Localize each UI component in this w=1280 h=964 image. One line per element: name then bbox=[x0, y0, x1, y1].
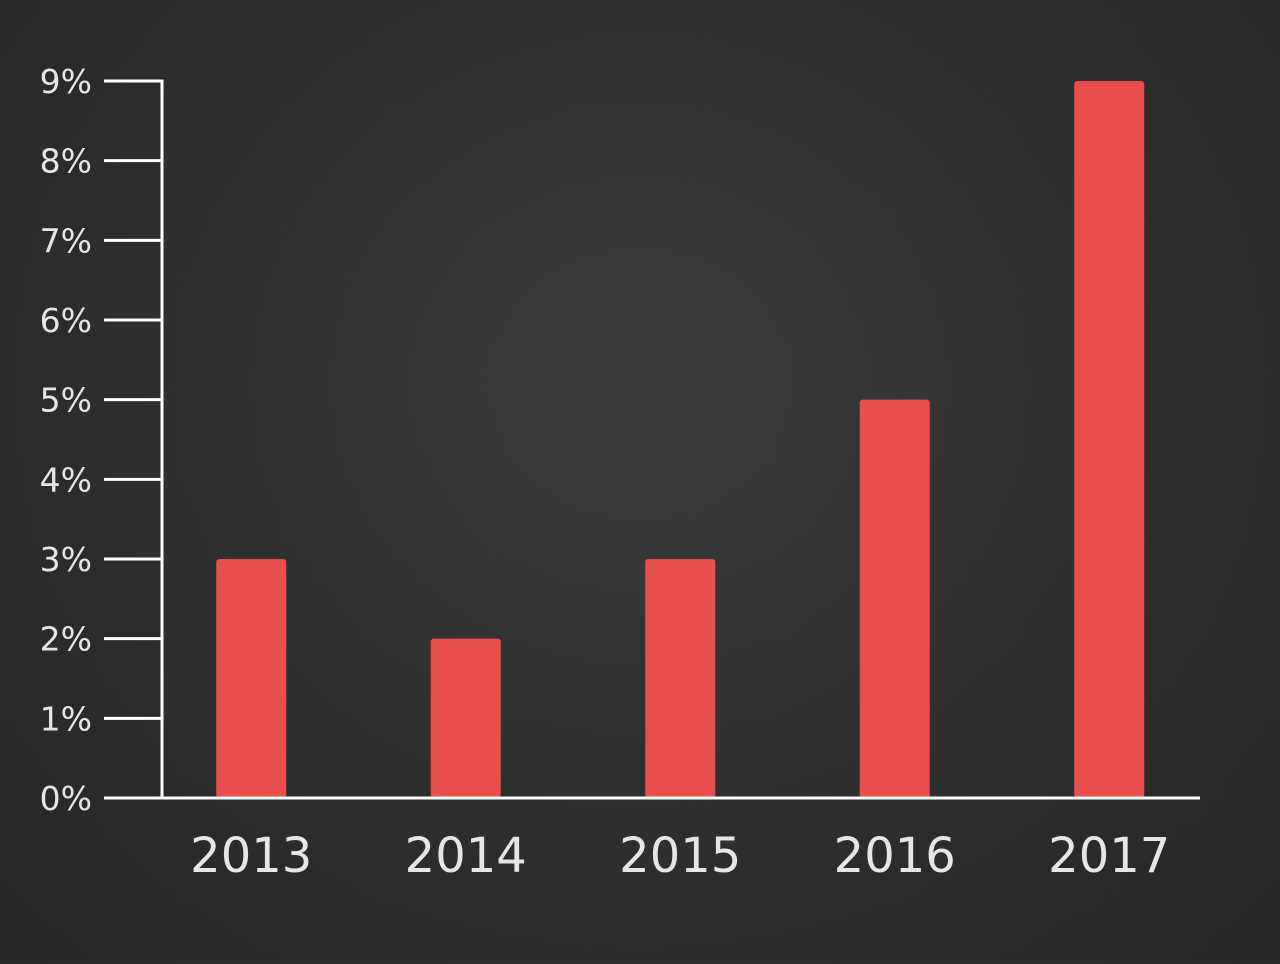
x-tick-label: 2015 bbox=[619, 828, 741, 884]
y-axis-ticks: 0% 1% 2% 3% 4% 5% 6% 7% 8% 9% bbox=[40, 62, 162, 818]
bar-2016 bbox=[859, 399, 930, 798]
y-tick-label: 1% bbox=[40, 699, 92, 738]
y-tick-label: 0% bbox=[40, 779, 92, 818]
x-tick-label: 2014 bbox=[405, 828, 527, 884]
y-tick-label: 6% bbox=[40, 301, 92, 340]
x-tick-label: 2017 bbox=[1048, 828, 1170, 884]
bar-2015 bbox=[645, 559, 716, 798]
bar-2013 bbox=[216, 559, 287, 798]
x-axis-labels: 2013 2014 2015 2016 2017 bbox=[190, 828, 1170, 884]
y-tick-label: 7% bbox=[40, 221, 92, 260]
bar-2017 bbox=[1074, 81, 1145, 798]
bars-group bbox=[216, 81, 1145, 798]
y-tick-label: 2% bbox=[40, 620, 92, 659]
y-tick-label: 3% bbox=[40, 540, 92, 579]
x-tick-label: 2013 bbox=[190, 828, 312, 884]
y-tick-label: 4% bbox=[40, 460, 92, 499]
y-tick-label: 8% bbox=[40, 142, 92, 181]
y-tick-label: 9% bbox=[40, 62, 92, 101]
x-tick-label: 2016 bbox=[834, 828, 956, 884]
y-tick-label: 5% bbox=[40, 381, 92, 420]
bar-2014 bbox=[430, 638, 501, 798]
